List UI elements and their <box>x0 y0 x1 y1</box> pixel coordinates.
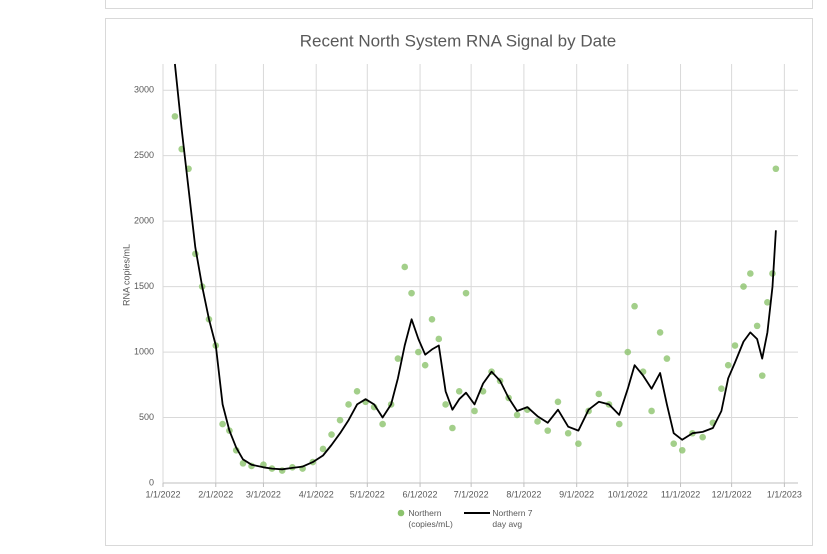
y-axis-label: RNA copies/mL <box>121 244 131 306</box>
data-point <box>401 263 409 271</box>
x-tick-label: 8/1/2022 <box>506 489 541 499</box>
legend-marker <box>397 509 405 517</box>
data-point <box>449 424 456 432</box>
data-point <box>724 361 732 369</box>
chart-title: Recent North System RNA Signal by Date <box>300 31 617 50</box>
data-point <box>678 446 686 454</box>
legend-marker <box>464 512 490 514</box>
x-tick-label: 5/1/2022 <box>350 489 385 499</box>
x-tick-label: 10/1/2022 <box>608 489 648 499</box>
data-point <box>219 420 226 428</box>
data-point <box>171 113 179 120</box>
data-point <box>753 322 761 330</box>
data-point <box>772 165 780 173</box>
y-tick-label: 3000 <box>134 85 154 95</box>
data-point <box>534 418 541 425</box>
data-point <box>656 329 664 336</box>
data-point <box>442 401 449 408</box>
data-point <box>394 355 402 362</box>
data-point <box>319 445 327 453</box>
data-point <box>624 348 632 356</box>
data-point <box>239 460 247 467</box>
y-tick-label: 2000 <box>134 216 154 226</box>
data-point <box>631 302 638 310</box>
data-point <box>455 388 463 395</box>
legend-label: Northern (copies/mL) <box>408 508 453 529</box>
x-tick-label: 1/1/2022 <box>145 489 180 499</box>
y-tick-label: 0 <box>149 477 154 487</box>
x-tick-label: 11/1/2022 <box>661 489 700 499</box>
y-tick-label: 1000 <box>134 346 154 356</box>
legend-item: Northern 7 day avg <box>464 508 538 530</box>
x-tick-label: 7/1/2022 <box>454 489 489 499</box>
data-point <box>421 361 429 369</box>
legend-label: Northern 7 day avg <box>492 508 533 529</box>
data-point <box>379 420 386 428</box>
data-point <box>731 342 739 349</box>
data-point <box>740 283 747 290</box>
data-point <box>718 385 725 393</box>
x-tick-label: 6/1/2022 <box>403 489 438 499</box>
data-point <box>462 289 470 297</box>
legend-item: Northern (copies/mL) <box>396 508 460 530</box>
legend-symbol <box>397 509 405 517</box>
previous-panel <box>105 0 813 9</box>
data-point <box>408 289 415 297</box>
data-point <box>564 429 572 437</box>
data-point <box>595 390 603 398</box>
data-point <box>336 416 344 424</box>
x-tick-label: 3/1/2022 <box>246 489 281 499</box>
data-point <box>764 299 771 306</box>
data-point <box>353 388 361 395</box>
y-tick-label: 1500 <box>134 281 154 291</box>
data-point <box>747 270 754 277</box>
data-point <box>699 433 706 441</box>
data-point <box>554 398 562 406</box>
x-tick-label: 9/1/2022 <box>559 489 594 499</box>
data-point <box>615 420 623 428</box>
data-point <box>663 355 671 362</box>
data-point <box>513 411 521 419</box>
data-point <box>575 440 582 448</box>
data-point <box>435 335 443 343</box>
data-point <box>670 440 678 448</box>
data-point <box>428 316 436 323</box>
x-tick-label: 2/1/2022 <box>198 489 233 499</box>
data-point <box>328 431 335 438</box>
data-point <box>471 407 478 415</box>
y-tick-label: 2500 <box>134 150 154 160</box>
data-point <box>758 372 766 379</box>
x-tick-label: 12/1/2022 <box>712 489 752 499</box>
data-point <box>415 348 422 356</box>
data-point <box>544 427 552 434</box>
y-tick-label: 500 <box>139 412 154 422</box>
chart-panel <box>105 18 813 546</box>
x-tick-label: 4/1/2022 <box>299 489 334 499</box>
avg-line <box>174 63 777 471</box>
data-point <box>345 401 352 408</box>
data-point <box>648 407 655 415</box>
x-tick-label: 1/1/2023 <box>767 489 802 499</box>
